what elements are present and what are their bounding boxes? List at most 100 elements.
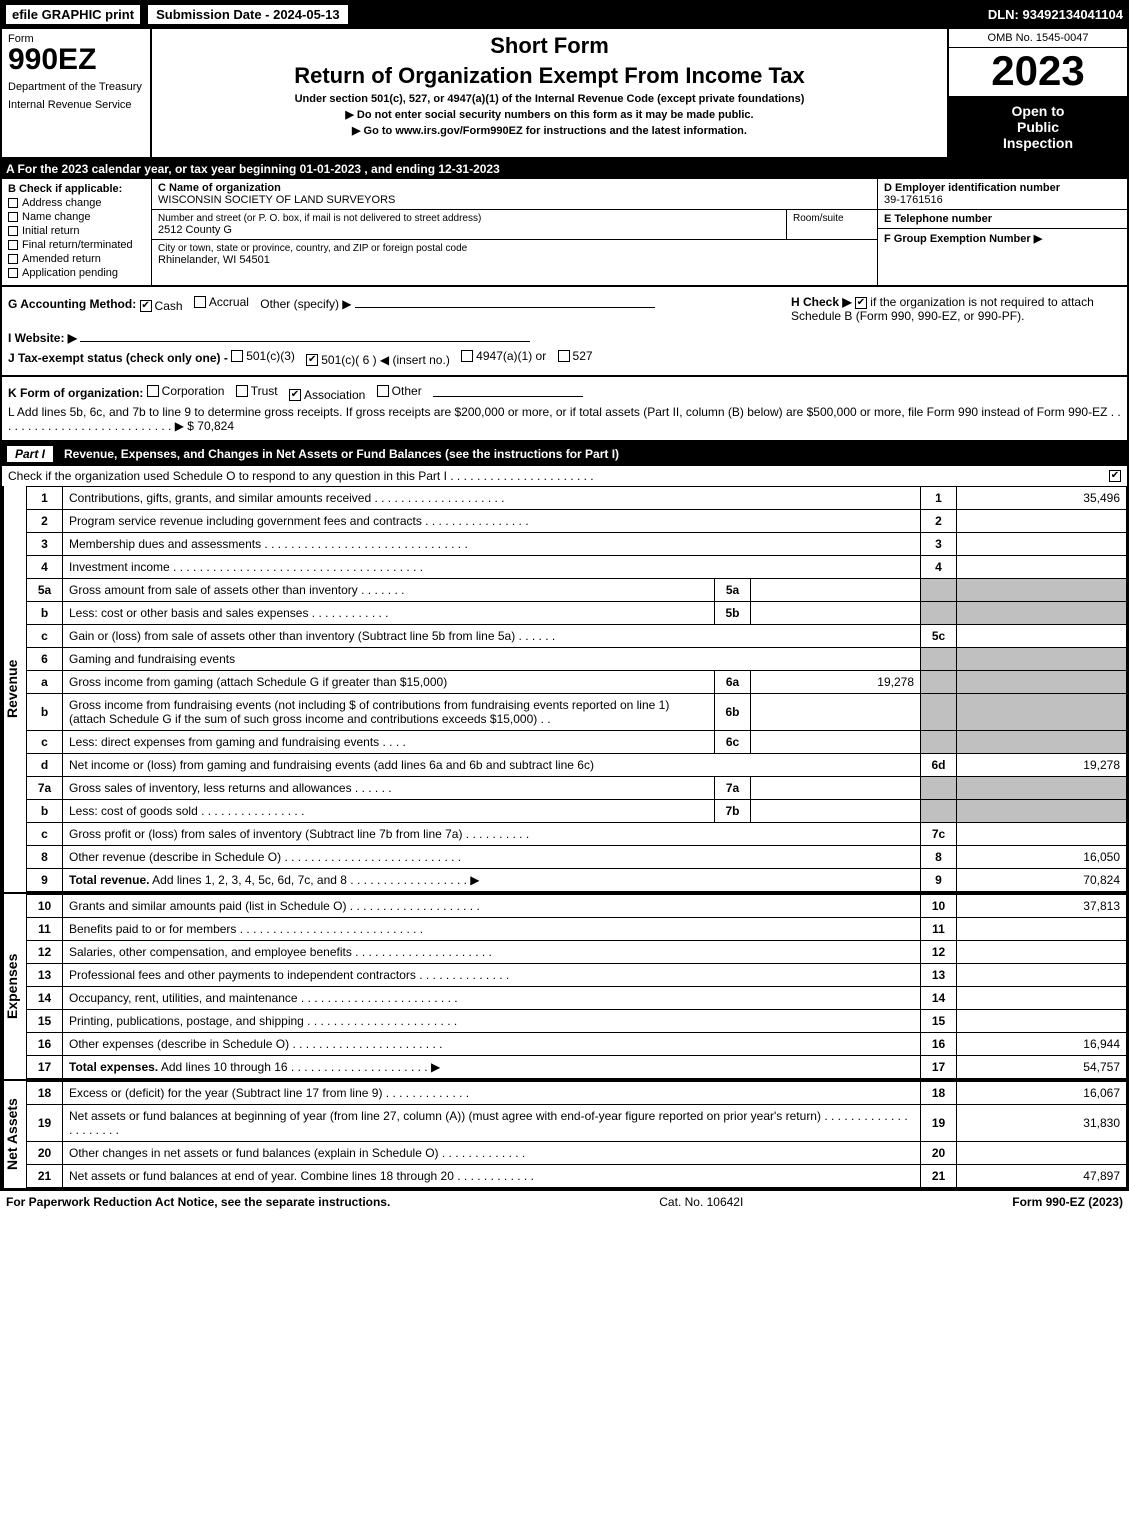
g-cash[interactable]: Cash bbox=[140, 299, 183, 313]
department: Department of the Treasury bbox=[8, 81, 144, 93]
j-501c[interactable]: 501(c)( 6 ) ◀ (insert no.) bbox=[306, 353, 450, 367]
table-row: 9Total revenue. Add lines 1, 2, 3, 4, 5c… bbox=[27, 869, 1127, 892]
chk-initial-return[interactable]: Initial return bbox=[8, 225, 145, 237]
right-num-grey bbox=[921, 777, 957, 800]
line-l: L Add lines 5b, 6c, and 7b to line 9 to … bbox=[8, 405, 1121, 433]
page-footer: For Paperwork Reduction Act Notice, see … bbox=[0, 1190, 1129, 1213]
line-number: b bbox=[27, 602, 63, 625]
amount-value bbox=[957, 964, 1127, 987]
right-line-number: 20 bbox=[921, 1142, 957, 1165]
right-line-number: 7c bbox=[921, 823, 957, 846]
line-j: J Tax-exempt status (check only one) - 5… bbox=[8, 349, 1121, 367]
sub-line-value bbox=[751, 777, 921, 800]
line-number: 1 bbox=[27, 487, 63, 510]
line-desc: Other expenses (describe in Schedule O) … bbox=[63, 1033, 921, 1056]
right-line-number: 6d bbox=[921, 754, 957, 777]
h-label: H Check ▶ bbox=[791, 295, 852, 309]
line-desc: Other changes in net assets or fund bala… bbox=[63, 1142, 921, 1165]
table-row: 12Salaries, other compensation, and empl… bbox=[27, 941, 1127, 964]
k-assoc[interactable]: Association bbox=[289, 388, 365, 402]
k-trust[interactable]: Trust bbox=[236, 384, 278, 398]
inspection-badge: Open to Public Inspection bbox=[949, 97, 1127, 157]
table-row: 13Professional fees and other payments t… bbox=[27, 964, 1127, 987]
l-text: L Add lines 5b, 6c, and 7b to line 9 to … bbox=[8, 405, 1121, 433]
chk-application-pending[interactable]: Application pending bbox=[8, 267, 145, 279]
short-form-label: Short Form bbox=[162, 33, 937, 59]
name-label: C Name of organization bbox=[158, 182, 871, 194]
g-accrual[interactable]: Accrual bbox=[194, 295, 249, 309]
table-row: cGain or (loss) from sale of assets othe… bbox=[27, 625, 1127, 648]
sub-line-number: 5b bbox=[715, 602, 751, 625]
right-line-number: 5c bbox=[921, 625, 957, 648]
line-desc: Total revenue. Add lines 1, 2, 3, 4, 5c,… bbox=[63, 869, 921, 892]
inspection-line2: Public bbox=[953, 119, 1123, 135]
chk-amended-return[interactable]: Amended return bbox=[8, 253, 145, 265]
j-501c3[interactable]: 501(c)(3) bbox=[231, 349, 295, 363]
form-note1: ▶ Do not enter social security numbers o… bbox=[162, 108, 937, 121]
dln-label: DLN: 93492134041104 bbox=[988, 7, 1123, 22]
h-checkbox[interactable] bbox=[855, 297, 867, 309]
line-desc: Professional fees and other payments to … bbox=[63, 964, 921, 987]
right-line-number: 11 bbox=[921, 918, 957, 941]
table-row: 16Other expenses (describe in Schedule O… bbox=[27, 1033, 1127, 1056]
line-desc: Gross profit or (loss) from sales of inv… bbox=[63, 823, 921, 846]
line-desc: Less: direct expenses from gaming and fu… bbox=[63, 731, 715, 754]
amount-value bbox=[957, 1142, 1127, 1165]
line-desc: Occupancy, rent, utilities, and maintena… bbox=[63, 987, 921, 1010]
line-number: 5a bbox=[27, 579, 63, 602]
topbar-left: efile GRAPHIC print Submission Date - 20… bbox=[6, 3, 350, 26]
inspection-line3: Inspection bbox=[953, 135, 1123, 151]
street-value: 2512 County G bbox=[158, 224, 780, 236]
part1-title: Revenue, Expenses, and Changes in Net As… bbox=[64, 447, 619, 461]
line-desc: Contributions, gifts, grants, and simila… bbox=[63, 487, 921, 510]
amount-grey bbox=[957, 731, 1127, 754]
j-527[interactable]: 527 bbox=[558, 349, 593, 363]
chk-address-change[interactable]: Address change bbox=[8, 197, 145, 209]
table-row: 8Other revenue (describe in Schedule O) … bbox=[27, 846, 1127, 869]
chk-label: Initial return bbox=[22, 225, 79, 237]
table-row: bGross income from fundraising events (n… bbox=[27, 694, 1127, 731]
chk-label: Final return/terminated bbox=[22, 239, 133, 251]
right-line-number: 17 bbox=[921, 1056, 957, 1079]
line-desc: Total expenses. Add lines 10 through 16 … bbox=[63, 1056, 921, 1079]
line-number: a bbox=[27, 671, 63, 694]
k-corp[interactable]: Corporation bbox=[147, 384, 225, 398]
line-desc: Gross income from gaming (attach Schedul… bbox=[63, 671, 715, 694]
line-desc: Net assets or fund balances at beginning… bbox=[63, 1105, 921, 1142]
right-num-grey bbox=[921, 602, 957, 625]
amount-value: 16,067 bbox=[957, 1082, 1127, 1105]
g-other: Other (specify) ▶ bbox=[260, 297, 351, 311]
right-line-number: 12 bbox=[921, 941, 957, 964]
amount-grey bbox=[957, 579, 1127, 602]
line-number: 13 bbox=[27, 964, 63, 987]
line-number: 9 bbox=[27, 869, 63, 892]
chk-name-change[interactable]: Name change bbox=[8, 211, 145, 223]
form-header: Form 990EZ Department of the Treasury In… bbox=[0, 29, 1129, 159]
section-b-header: B Check if applicable: bbox=[8, 183, 145, 195]
right-line-number: 19 bbox=[921, 1105, 957, 1142]
table-row: 2Program service revenue including gover… bbox=[27, 510, 1127, 533]
part1-subtext: Check if the organization used Schedule … bbox=[0, 466, 1129, 486]
right-num-grey bbox=[921, 671, 957, 694]
right-num-grey bbox=[921, 579, 957, 602]
sub-line-number: 7a bbox=[715, 777, 751, 800]
sub-line-number: 7b bbox=[715, 800, 751, 823]
k-other[interactable]: Other bbox=[377, 384, 422, 398]
table-row: bLess: cost or other basis and sales exp… bbox=[27, 602, 1127, 625]
section-ghij: G Accounting Method: Cash Accrual Other … bbox=[0, 287, 1129, 377]
table-row: 14Occupancy, rent, utilities, and mainte… bbox=[27, 987, 1127, 1010]
netassets-table: 18Excess or (deficit) for the year (Subt… bbox=[26, 1081, 1127, 1188]
city-label: City or town, state or province, country… bbox=[158, 243, 871, 254]
table-row: 4Investment income . . . . . . . . . . .… bbox=[27, 556, 1127, 579]
line-number: c bbox=[27, 823, 63, 846]
chk-final-return[interactable]: Final return/terminated bbox=[8, 239, 145, 251]
line-number: d bbox=[27, 754, 63, 777]
j-4947[interactable]: 4947(a)(1) or bbox=[461, 349, 546, 363]
street-label: Number and street (or P. O. box, if mail… bbox=[158, 213, 780, 224]
amount-value bbox=[957, 941, 1127, 964]
form-note2: ▶ Go to www.irs.gov/Form990EZ for instru… bbox=[162, 124, 937, 137]
amount-value: 19,278 bbox=[957, 754, 1127, 777]
line-desc: Benefits paid to or for members . . . . … bbox=[63, 918, 921, 941]
part1-sub-checkbox[interactable] bbox=[1109, 470, 1121, 482]
sub-line-value bbox=[751, 800, 921, 823]
